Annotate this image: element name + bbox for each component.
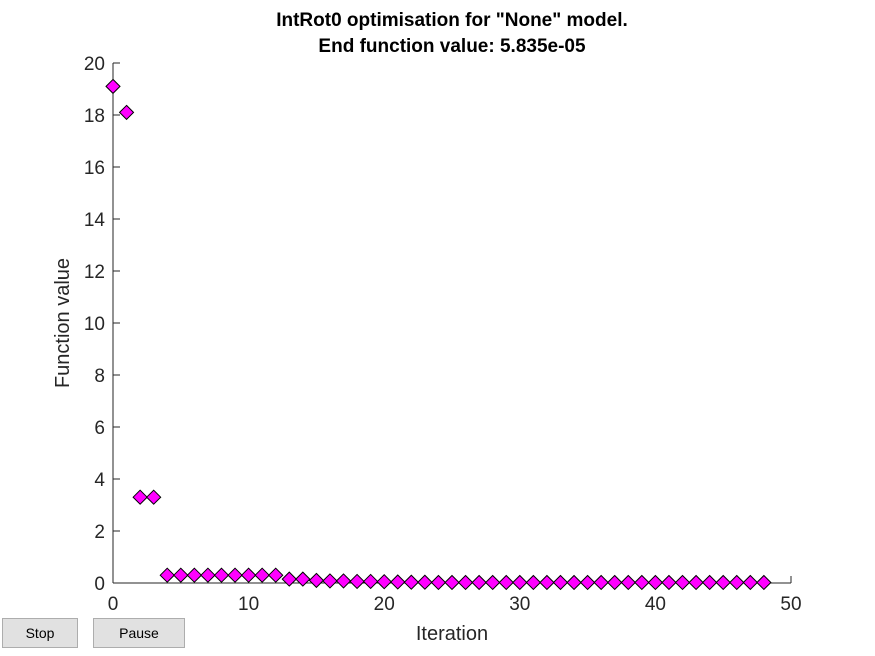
data-point [403,574,420,590]
data-point [430,574,447,591]
y-axis-label: Function value [52,258,74,388]
x-tick-label: 10 [238,594,259,615]
data-point [444,574,460,591]
data-point [118,104,135,121]
data-point [308,572,325,589]
x-tick-label: 40 [645,594,666,615]
stop-button[interactable]: Stop [2,618,78,648]
data-point [471,574,487,591]
data-point [756,574,772,591]
data-point [254,567,270,583]
chart-ticks: 0 10 20 30 40 50 0 2 4 6 8 10 12 14 16 18 20 [84,54,802,615]
pause-button[interactable]: Pause [93,618,185,648]
data-point [132,489,148,505]
data-point [715,574,731,591]
y-tick-label: 18 [84,106,105,127]
y-tick-label: 6 [94,418,105,439]
y-tick-label: 4 [94,470,105,491]
data-point [268,567,284,583]
y-tick-label: 0 [94,574,105,595]
chart-points [105,78,772,591]
data-point [390,574,406,590]
chart-title: IntRot0 optimisation for "None" model. En… [276,10,628,57]
data-point [145,489,162,505]
data-point [634,574,650,591]
y-tick-label: 10 [84,314,105,335]
data-point [417,574,433,590]
data-point [674,574,691,591]
x-tick-label: 20 [374,594,395,615]
y-tick-label: 14 [84,210,106,231]
chart-title-line: End function value: 5.835e-05 [318,36,586,57]
data-point [105,78,121,95]
data-point [729,574,745,591]
x-tick-label: 50 [780,594,801,615]
data-point [322,573,338,589]
data-point [566,574,582,591]
y-tick-label: 16 [84,158,105,179]
data-point [661,574,677,591]
data-point [688,574,704,591]
data-point [701,574,718,591]
data-point [539,574,555,591]
data-point [295,571,311,587]
data-point [213,567,230,583]
data-point [607,574,623,591]
data-point [186,567,203,583]
chart-axes [112,63,791,584]
y-tick-label: 8 [94,366,105,387]
data-point [484,574,501,591]
chart-title-line: IntRot0 optimisation for "None" model. [276,10,628,31]
y-tick-label: 20 [84,54,105,75]
y-tick-label: 12 [84,262,105,283]
data-point [159,567,175,583]
x-axis-label: Iteration [416,623,488,645]
y-tick-label: 2 [94,522,105,543]
data-point [742,574,759,591]
x-tick-label: 30 [509,594,530,615]
data-point [281,571,297,587]
data-point [647,574,664,591]
data-point [335,573,352,589]
data-point [498,574,514,591]
data-point [362,573,379,590]
data-point [512,574,528,591]
data-point [173,567,189,583]
data-point [457,574,474,591]
data-point [376,573,392,590]
data-point [200,567,216,583]
data-point [227,567,243,583]
data-point [552,574,569,591]
data-point [593,574,609,591]
data-point [579,574,596,591]
data-point [525,574,542,591]
data-point [240,567,257,583]
data-point [349,573,365,590]
x-tick-label: 0 [108,594,119,615]
data-point [620,574,636,591]
